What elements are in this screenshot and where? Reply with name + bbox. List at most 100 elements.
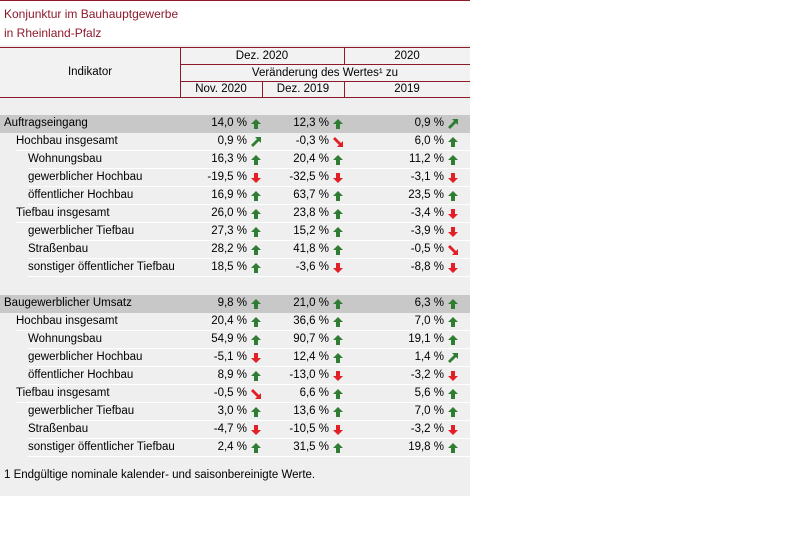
arrow-up-icon: [251, 335, 261, 345]
row-label: gewerblicher Hochbau: [28, 351, 143, 363]
arrow-up-right-icon: [448, 353, 458, 363]
arrow-up-icon: [251, 227, 261, 237]
table-header: Indikator Dez. 2020 2020 Veränderung des…: [0, 47, 470, 98]
arrow-up-icon: [333, 443, 343, 453]
header-period-dec2020: Dez. 2020: [235, 50, 289, 62]
arrow-up-icon: [251, 263, 261, 273]
table-row: gewerblicher Tiefbau 27,3 % 15,2 % -3,9 %: [0, 223, 470, 241]
arrow-down-right-icon: [448, 245, 458, 255]
row-label: gewerblicher Tiefbau: [28, 405, 135, 417]
row-label: gewerblicher Hochbau: [28, 171, 143, 183]
arrow-up-icon: [251, 407, 261, 417]
arrow-down-icon: [448, 263, 458, 273]
arrow-up-icon: [333, 299, 343, 309]
value-cell: 16,9 %: [211, 189, 247, 201]
value-cell: -0,5 %: [213, 387, 247, 399]
value-cell: 12,4 %: [293, 351, 329, 363]
arrow-up-icon: [251, 299, 261, 309]
arrow-down-icon: [333, 371, 343, 381]
table-title: Konjunktur im Bauhauptgewerbe: [4, 7, 179, 21]
header-indicator: Indikator: [67, 66, 113, 78]
row-label: Straßenbau: [28, 423, 89, 435]
table-row: Hochbau insgesamt 20,4 % 36,6 % 7,0 %: [0, 313, 470, 331]
value-cell: -5,1 %: [213, 351, 247, 363]
arrow-up-icon: [251, 191, 261, 201]
row-label: öffentlicher Hochbau: [28, 189, 134, 201]
row-label: Hochbau insgesamt: [16, 135, 118, 147]
value-cell: 26,0 %: [211, 207, 247, 219]
arrow-up-icon: [251, 209, 261, 219]
value-cell: -32,5 %: [289, 171, 329, 183]
arrow-down-right-icon: [251, 389, 261, 399]
header-col-nov2020: Nov. 2020: [195, 83, 247, 95]
value-cell: 3,0 %: [217, 405, 247, 417]
value-cell: 54,9 %: [211, 333, 247, 345]
value-cell: 13,6 %: [293, 405, 329, 417]
row-label: gewerblicher Tiefbau: [28, 225, 135, 237]
table-row: sonstiger öffentlicher Tiefbau 2,4 % 31,5 …: [0, 439, 470, 457]
arrow-up-icon: [448, 443, 458, 453]
value-cell: 28,2 %: [211, 243, 247, 255]
value-cell: 90,7 %: [293, 333, 329, 345]
value-cell: 23,5 %: [408, 189, 444, 201]
arrow-up-icon: [333, 155, 343, 165]
arrow-up-icon: [333, 209, 343, 219]
row-label: sonstiger öffentlicher Tiefbau: [28, 441, 175, 453]
row-label: Tiefbau insgesamt: [16, 207, 110, 219]
arrow-down-right-icon: [333, 137, 343, 147]
value-cell: -19,5 %: [207, 171, 247, 183]
header-col-2019: 2019: [394, 83, 420, 95]
value-cell: 19,8 %: [408, 441, 444, 453]
footnote: 1 Endgültige nominale kalender- und sais…: [4, 469, 316, 481]
arrow-up-icon: [251, 317, 261, 327]
arrow-up-right-icon: [448, 119, 458, 129]
value-cell: 12,3 %: [293, 117, 329, 129]
value-cell: 36,6 %: [293, 315, 329, 327]
row-label: Hochbau insgesamt: [16, 315, 118, 327]
value-cell: 6,6 %: [299, 387, 329, 399]
value-cell: 2,4 %: [217, 441, 247, 453]
section-header-bar: [0, 115, 470, 133]
row-label: Wohnungsbau: [28, 333, 102, 345]
value-cell: 0,9 %: [217, 135, 247, 147]
arrow-up-icon: [333, 335, 343, 345]
value-cell: -0,3 %: [295, 135, 329, 147]
value-cell: 1,4 %: [414, 351, 444, 363]
table-subtitle: in Rheinland-Pfalz: [4, 26, 102, 40]
value-cell: 16,3 %: [211, 153, 247, 165]
arrow-up-icon: [448, 317, 458, 327]
value-cell: -3,6 %: [295, 261, 329, 273]
table-row: Tiefbau insgesamt -0,5 % 6,6 % 5,6 %: [0, 385, 470, 403]
arrow-up-icon: [448, 191, 458, 201]
value-cell: -13,0 %: [289, 369, 329, 381]
row-label: Tiefbau insgesamt: [16, 387, 110, 399]
indicator-table-panel: Konjunktur im Bauhauptgewerbe in Rheinla…: [0, 0, 470, 496]
arrow-up-icon: [251, 443, 261, 453]
arrow-down-icon: [251, 425, 261, 435]
table-row: Hochbau insgesamt 0,9 % -0,3 % 6,0 %: [0, 133, 470, 151]
row-label: Auftragseingang: [4, 117, 88, 129]
arrow-up-icon: [333, 317, 343, 327]
table-row: Tiefbau insgesamt 26,0 % 23,8 % -3,4 %: [0, 205, 470, 223]
arrow-up-icon: [333, 389, 343, 399]
value-cell: 8,9 %: [217, 369, 247, 381]
section-header-bar: [0, 295, 470, 313]
arrow-down-icon: [251, 173, 261, 183]
arrow-down-icon: [448, 227, 458, 237]
value-cell: 6,3 %: [414, 297, 444, 309]
arrow-up-icon: [448, 137, 458, 147]
table-row: Wohnungsbau 54,9 % 90,7 % 19,1 %: [0, 331, 470, 349]
value-cell: -0,5 %: [410, 243, 444, 255]
value-cell: 27,3 %: [211, 225, 247, 237]
value-cell: 6,0 %: [414, 135, 444, 147]
value-cell: 15,2 %: [293, 225, 329, 237]
arrow-up-icon: [251, 119, 261, 129]
table-row: öffentlicher Hochbau 16,9 % 63,7 % 23,5 %: [0, 187, 470, 205]
arrow-up-icon: [251, 371, 261, 381]
value-cell: 7,0 %: [414, 405, 444, 417]
row-label: Baugewerblicher Umsatz: [4, 297, 132, 309]
arrow-down-icon: [333, 173, 343, 183]
value-cell: 20,4 %: [293, 153, 329, 165]
table-row: sonstiger öffentlicher Tiefbau 18,5 % -3,6…: [0, 259, 470, 277]
value-cell: 23,8 %: [293, 207, 329, 219]
